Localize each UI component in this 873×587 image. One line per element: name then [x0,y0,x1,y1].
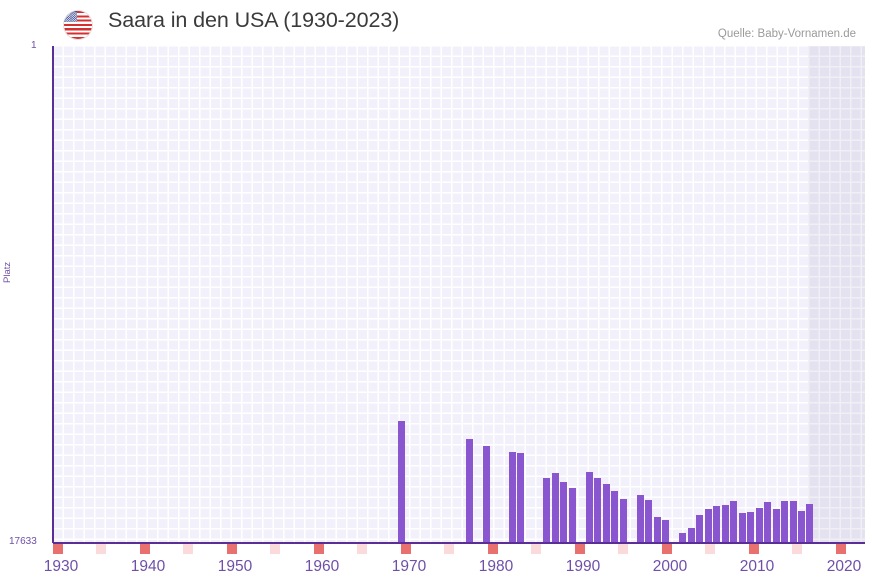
tick-marker-14 [662,544,672,554]
bar-1997[interactable] [611,491,618,543]
grid-lines [53,46,865,543]
bar-1992[interactable] [569,488,576,543]
tick-marker-0 [53,544,63,554]
bar-2003[interactable] [662,520,669,543]
bar-2000[interactable] [637,495,644,543]
bar-1981[interactable] [483,446,490,543]
x-tick-label-1960: 1960 [304,558,340,575]
tick-marker-4 [227,544,237,554]
tick-marker-17 [792,544,802,554]
x-tick-label-1990: 1990 [565,558,601,575]
flag-canton [64,11,77,22]
x-tick-label-1930: 1930 [43,558,79,575]
x-tick-label-2000: 2000 [652,558,688,575]
decade-marker-strip [53,544,865,554]
bar-2016[interactable] [773,509,780,543]
bar-2014[interactable] [756,508,763,543]
x-tick-label-1970: 1970 [391,558,427,575]
x-tick-label-1940: 1940 [130,558,166,575]
tick-marker-16 [749,544,759,554]
y-axis-title: Platz [2,261,13,283]
bar-2008[interactable] [705,509,712,543]
future-range-shading [808,46,865,543]
bar-2018[interactable] [790,501,797,543]
bar-2010[interactable] [722,505,729,543]
bar-2007[interactable] [696,515,703,543]
tick-marker-15 [705,544,715,554]
tick-marker-12 [575,544,585,554]
tick-marker-9 [444,544,454,554]
bar-series [53,46,865,543]
y-axis-line [52,46,54,543]
x-tick-label-2020: 2020 [826,558,862,575]
bar-1990[interactable] [552,473,559,543]
bar-2011[interactable] [730,501,737,543]
bar-1991[interactable] [560,482,567,543]
y-axis-bottom-label: 17633 [9,536,37,547]
tick-marker-6 [314,544,324,554]
flag-stars [64,11,77,22]
tick-marker-2 [140,544,150,554]
bar-2012[interactable] [739,513,746,543]
plot-area [53,46,865,543]
y-axis-top-label: 1 [31,40,37,51]
bar-2020[interactable] [806,504,813,543]
bar-1996[interactable] [603,484,610,543]
bar-2006[interactable] [688,528,695,543]
tick-marker-3 [183,544,193,554]
bar-1998[interactable] [620,499,627,543]
chart-header: Saara in den USA (1930-2023) Quelle: Bab… [0,0,873,46]
x-axis-tick-labels: 1930 1940 1950 1960 1970 1980 1990 2000 2010 2020 [0,558,873,582]
bar-2015[interactable] [764,502,771,543]
us-flag-icon [64,11,92,39]
tick-marker-8 [401,544,411,554]
bar-2002[interactable] [654,517,661,543]
bar-1984[interactable] [509,452,516,543]
bar-2001[interactable] [645,500,652,543]
tick-marker-10 [488,544,498,554]
bar-2013[interactable] [747,512,754,543]
bar-2009[interactable] [713,506,720,543]
bar-1989[interactable] [543,478,550,543]
bar-1971[interactable] [398,421,405,543]
x-tick-label-1950: 1950 [217,558,253,575]
tick-marker-11 [531,544,541,554]
bar-1995[interactable] [594,478,601,543]
chart-title: Saara in den USA (1930-2023) [108,8,400,32]
bar-2017[interactable] [781,501,788,543]
source-attribution: Quelle: Baby-Vornamen.de [717,28,856,40]
tick-marker-18 [836,544,846,554]
bar-2019[interactable] [798,511,805,543]
bar-1979[interactable] [466,439,473,543]
tick-marker-7 [357,544,367,554]
tick-marker-1 [96,544,106,554]
tick-marker-5 [270,544,280,554]
x-tick-label-1980: 1980 [478,558,514,575]
x-tick-label-2010: 2010 [739,558,775,575]
x-axis-line [53,542,865,544]
bar-1985[interactable] [517,453,524,543]
tick-marker-13 [618,544,628,554]
bar-2005[interactable] [679,533,686,543]
bar-1994[interactable] [586,472,593,543]
